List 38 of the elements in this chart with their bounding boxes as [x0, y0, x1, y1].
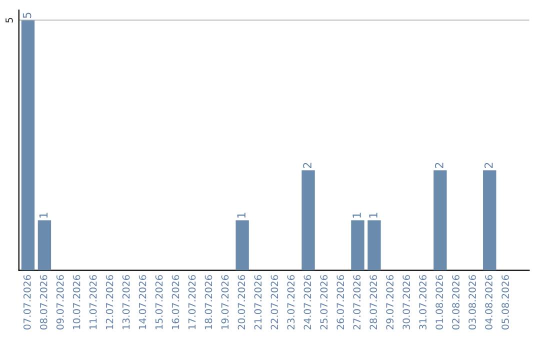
x-tick-label: 10.07.2026 [72, 275, 80, 330]
x-tick-label: 29.07.2026 [386, 275, 394, 330]
x-tick-label: 30.07.2026 [402, 275, 410, 330]
x-tick-label: 22.07.2026 [270, 275, 278, 330]
data-label: 2 [484, 162, 493, 168]
x-tick-label: 25.07.2026 [320, 275, 328, 330]
x-tick-label: 13.07.2026 [122, 275, 130, 330]
x-tick-label: 15.07.2026 [155, 275, 163, 330]
data-label: 1 [369, 212, 378, 218]
x-tick-label: 28.07.2026 [370, 275, 378, 330]
x-tick-label: 03.08.2026 [468, 275, 476, 330]
x-tick-label: 02.08.2026 [452, 275, 460, 330]
x-tick-label: 14.07.2026 [138, 275, 146, 330]
x-tick-label: 09.07.2026 [56, 275, 64, 330]
x-tick-label: 05.08.2026 [502, 275, 509, 330]
x-tick-label: 16.07.2026 [172, 275, 180, 330]
x-tick-label: 24.07.2026 [304, 275, 312, 330]
x-tick-label: 08.07.2026 [40, 275, 48, 330]
data-label: 2 [303, 162, 312, 168]
data-label: 1 [39, 212, 48, 218]
x-tick-label: 23.07.2026 [287, 275, 295, 330]
x-tick-label: 04.08.2026 [485, 275, 492, 330]
x-tick-label: 07.07.2026 [23, 275, 31, 330]
x-tick-label: 31.07.2026 [419, 275, 426, 330]
x-tick-label: 27.07.2026 [353, 275, 361, 330]
x-tick-label: 26.07.2026 [336, 275, 344, 330]
data-label: 1 [237, 212, 246, 218]
data-label: 1 [352, 212, 361, 218]
x-tick-label: 21.07.2026 [254, 275, 262, 330]
x-tick-label: 11.07.2026 [89, 275, 97, 330]
x-tick-label: 01.08.2026 [436, 275, 443, 330]
x-tick-label: 12.07.2026 [106, 275, 114, 330]
x-tick-label: 20.07.2026 [238, 275, 246, 330]
x-tick-label: 19.07.2026 [221, 275, 229, 330]
data-label: 5 [22, 12, 32, 18]
x-tick-label: 18.07.2026 [204, 275, 212, 330]
x-tick-label: 17.07.2026 [188, 275, 196, 330]
data-label: 2 [434, 162, 444, 168]
